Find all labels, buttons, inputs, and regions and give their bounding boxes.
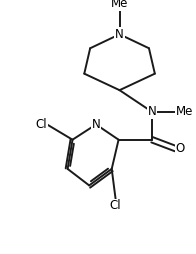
Text: Me: Me — [175, 105, 193, 118]
Text: Cl: Cl — [110, 199, 122, 212]
Text: N: N — [148, 105, 156, 118]
Text: N: N — [92, 118, 100, 131]
Text: O: O — [175, 142, 185, 155]
Text: Me: Me — [111, 0, 128, 10]
Text: N: N — [115, 28, 124, 41]
Text: Cl: Cl — [35, 118, 47, 131]
